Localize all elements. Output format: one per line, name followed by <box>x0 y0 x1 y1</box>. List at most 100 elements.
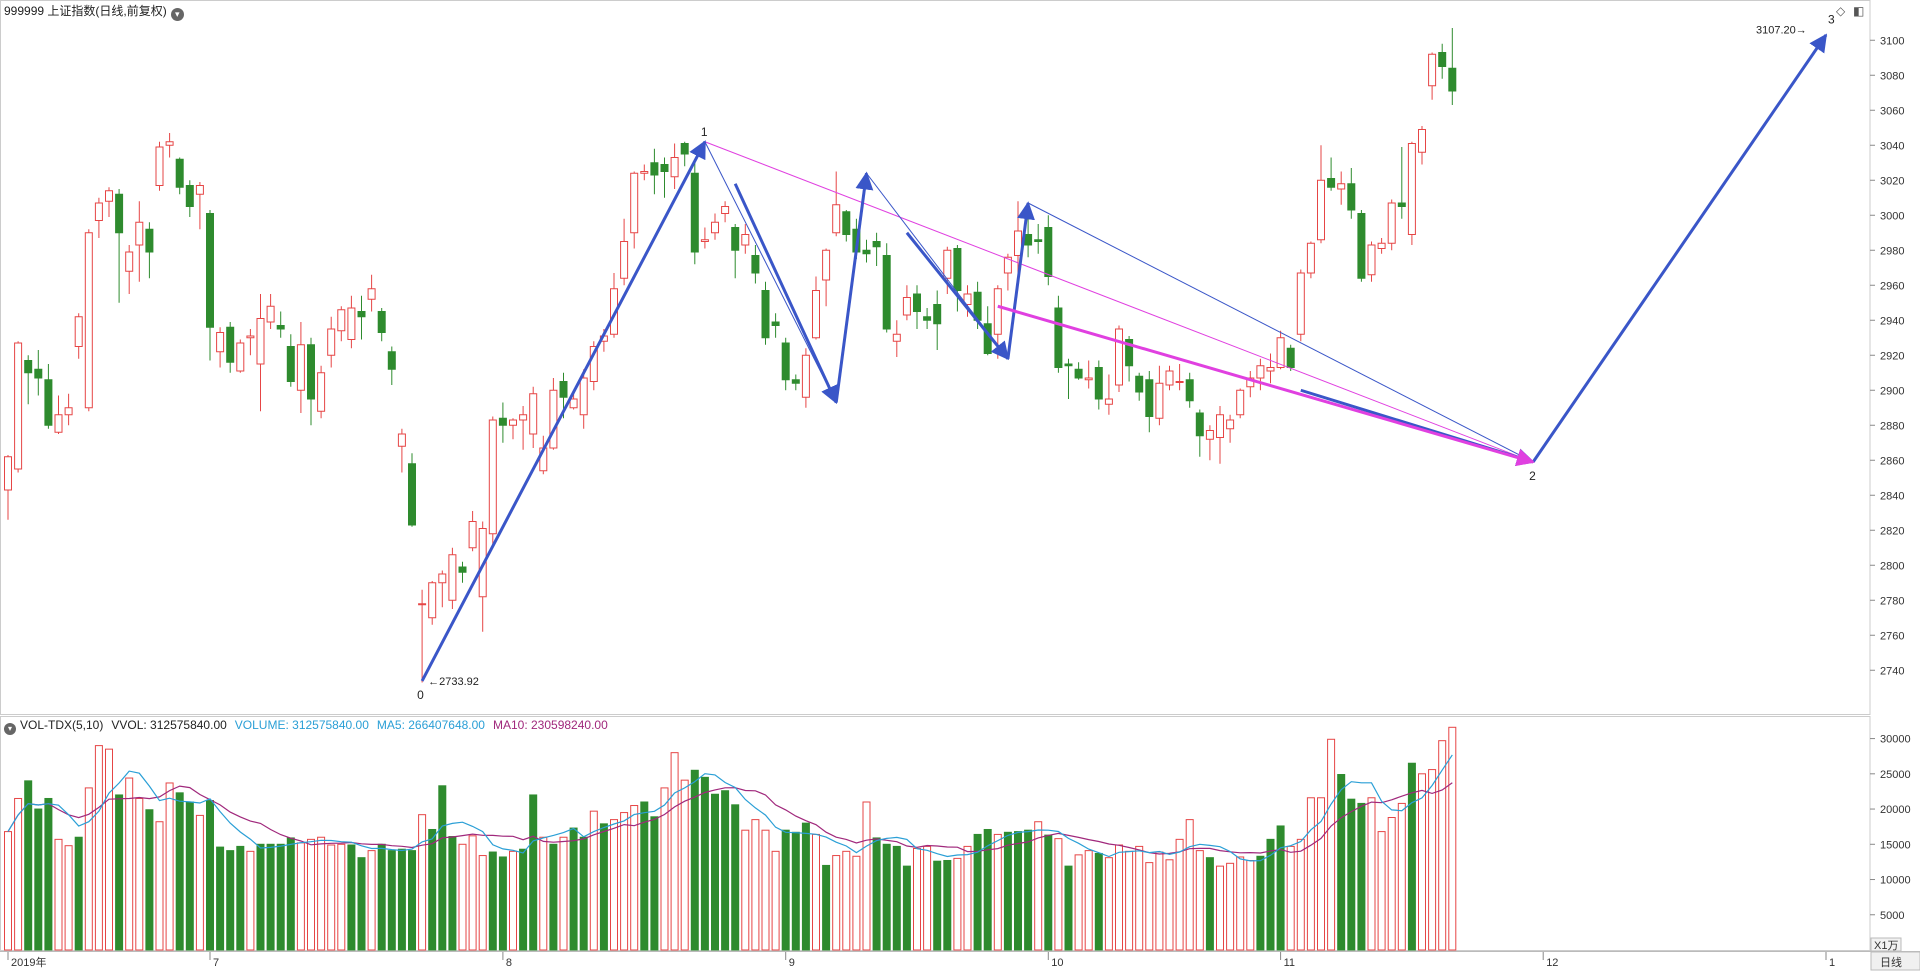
candle-body <box>54 414 63 433</box>
high-price-label: 3107.20→ <box>1756 25 1807 37</box>
volume-bar <box>741 829 750 951</box>
candle-body <box>266 305 275 323</box>
volume-bar <box>1165 859 1174 951</box>
candle-body <box>1185 379 1194 402</box>
candle-body <box>185 185 194 207</box>
volume-bar <box>842 850 851 951</box>
volume-bar <box>135 797 144 951</box>
candle-body <box>1115 328 1123 386</box>
volume-bar <box>761 829 770 951</box>
volume-bar <box>1216 865 1224 951</box>
volume-bar <box>882 843 891 951</box>
volume-bar <box>1175 838 1184 951</box>
candle-body <box>74 316 83 347</box>
candle-body <box>458 566 467 573</box>
volume-bar <box>559 836 568 951</box>
candle-body <box>791 379 800 384</box>
candle-body <box>145 228 154 253</box>
volume-bar <box>1044 834 1053 951</box>
candle-body <box>397 433 406 447</box>
volume-bar <box>1367 797 1376 951</box>
volume-bar <box>872 837 881 951</box>
x-tick-label: 8 <box>506 957 512 969</box>
candle-body <box>498 417 507 426</box>
volume-bar <box>1226 862 1235 951</box>
wave-line-thin <box>704 141 837 403</box>
wave-arrow-down-c <box>905 231 1010 361</box>
volume-bar <box>276 843 285 951</box>
price-tick-label: 2880 <box>1880 420 1904 432</box>
volume-bar <box>155 821 164 951</box>
volume-bar <box>529 794 538 951</box>
panel-toggle-icon[interactable]: ◧ <box>1853 4 1865 18</box>
volume-bar <box>1236 856 1245 951</box>
candle-body <box>246 335 255 339</box>
volume-bar <box>266 843 275 951</box>
candle-body <box>216 332 225 353</box>
volume-bar <box>933 860 942 951</box>
volume-bar <box>1428 769 1437 951</box>
candle-body <box>175 158 184 188</box>
candle-body <box>337 309 346 332</box>
price-tick-label: 2760 <box>1880 630 1904 642</box>
volume-bar <box>1397 802 1406 951</box>
candle-body <box>428 582 437 619</box>
candle-body <box>1074 368 1083 379</box>
candle-body <box>317 372 326 412</box>
volume-tick-label: 5000 <box>1880 910 1904 922</box>
candle-body <box>1226 419 1235 430</box>
volume-bar <box>1074 854 1083 951</box>
volume-tick-label: 15000 <box>1880 839 1911 851</box>
candle-body <box>1448 67 1457 92</box>
volume-bar <box>509 850 517 951</box>
candle-body <box>1357 213 1366 279</box>
candle-body <box>1064 363 1073 367</box>
candle-body <box>832 204 841 234</box>
volume-bar <box>74 836 83 951</box>
price-tick-label: 2940 <box>1880 315 1904 327</box>
candle-body <box>488 419 497 535</box>
candle-body <box>1276 337 1285 368</box>
volume-bar <box>1104 857 1113 951</box>
candle-body <box>1438 52 1447 67</box>
volume-bar <box>1407 762 1416 951</box>
candle-body <box>569 398 578 409</box>
volume-bar <box>337 843 346 951</box>
volume-bar <box>1377 831 1386 951</box>
candle-body <box>690 172 699 253</box>
candle-body <box>155 146 164 186</box>
volume-bar <box>1357 802 1366 951</box>
volume-bar <box>832 855 841 951</box>
wave-arrow-up-b <box>834 171 874 403</box>
volume-bar <box>1014 831 1022 951</box>
wave-arrow-up-3 <box>1531 33 1828 463</box>
wave-label-2: 2 <box>1529 469 1536 483</box>
candle-body <box>1003 256 1012 274</box>
chevron-down-icon[interactable]: ▾ <box>4 723 16 735</box>
ma10-value: MA10: 230598240.00 <box>492 718 608 732</box>
diamond-icon[interactable]: ◇ <box>1836 4 1846 18</box>
candle-body <box>1256 365 1265 379</box>
candle-body <box>711 221 719 234</box>
candle-body <box>953 248 962 291</box>
volume-bar <box>1317 797 1325 951</box>
volume-bar <box>589 810 598 951</box>
x-tick-label: 7 <box>213 957 219 969</box>
candle-body <box>761 290 770 339</box>
chart-title: 999999 上证指数(日线,前复权) <box>4 4 167 18</box>
candle-body <box>1286 347 1295 368</box>
vvol-value: VVOL: 312575840.00 <box>111 718 227 732</box>
volume-bar <box>1438 740 1447 951</box>
volume-bar <box>983 828 992 951</box>
price-tick-label: 2740 <box>1880 665 1904 677</box>
volume-bar <box>650 816 659 951</box>
volume-bar <box>94 745 103 951</box>
candle-body <box>94 202 103 221</box>
candle-body <box>589 346 598 382</box>
candle-body <box>165 141 174 146</box>
volume-bar <box>771 850 780 951</box>
price-tick-label: 3060 <box>1880 105 1904 117</box>
chevron-down-icon[interactable]: ▾ <box>170 8 184 21</box>
